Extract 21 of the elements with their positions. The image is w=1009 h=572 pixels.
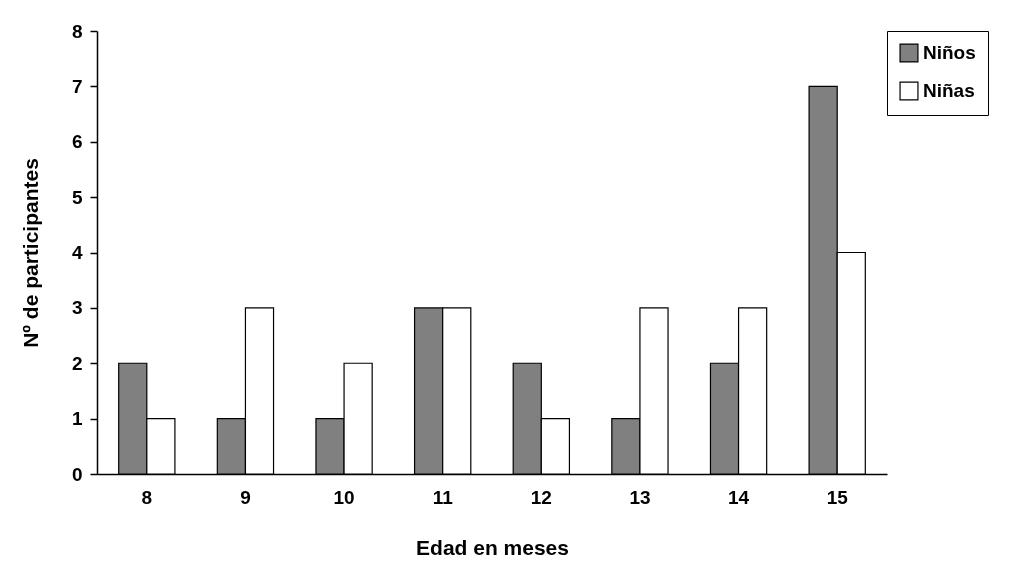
y-tick-label: 6 [71,131,83,153]
x-axis-title: Edad en meses [416,535,569,559]
y-axis-title: Nº de participantes [18,158,42,348]
y-tick-label: 2 [71,352,83,374]
x-tick-label: 9 [240,486,251,508]
y-tick-label: 3 [71,297,83,319]
x-tick-label: 13 [629,486,651,508]
y-tick-label: 8 [71,20,83,42]
legend-label: Niñas [923,80,975,101]
y-tick-label: 7 [71,75,83,97]
y-tick-label: 0 [71,463,83,485]
y-tick-label: 5 [71,186,83,208]
y-tick-label: 4 [71,242,83,263]
x-tick-label: 15 [826,486,849,508]
legend-label: Niños [923,42,976,63]
x-tick-label: 12 [530,486,552,508]
x-tick-label: 14 [728,486,750,508]
x-tick-label: 11 [432,486,454,508]
x-tick-label: 8 [141,486,153,508]
y-tick-label: 1 [71,408,83,430]
x-tick-label: 10 [333,486,355,508]
